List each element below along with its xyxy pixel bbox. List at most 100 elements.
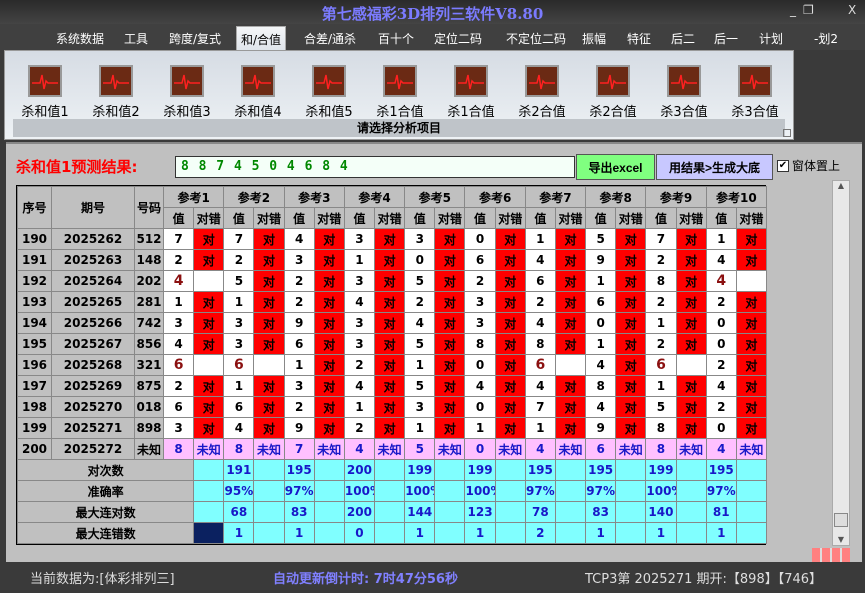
prediction-result-field[interactable]: 8 8 7 4 5 0 4 6 8 4 — [175, 156, 575, 178]
tab-0[interactable]: 系统数据 — [56, 32, 105, 46]
ref-mark: 对 — [735, 417, 767, 439]
ref-value: 1 — [645, 312, 677, 334]
ref-value: 4 — [404, 312, 436, 334]
table-row: 193 2025265 281 1 对 1 对 2 对 4 对 2 对 3 对 2 对 6 对 2 对 2 对 — [17, 291, 767, 313]
ref-value: 3 — [343, 312, 376, 334]
header-ref: 参考10 — [705, 186, 767, 208]
ref-value: 1 — [705, 228, 737, 250]
ref-mark: 对 — [554, 270, 587, 292]
tab-11[interactable]: 后一 — [714, 32, 739, 46]
ref-mark: 对 — [675, 270, 707, 292]
on-top-checkbox[interactable]: ✔ — [777, 159, 789, 172]
header-period: 期号 — [51, 186, 135, 229]
close-button[interactable]: X — [848, 3, 857, 17]
tab-5[interactable]: 百十个 — [378, 32, 415, 46]
stats-value: 199 — [645, 459, 677, 481]
ref-value: 4 — [585, 396, 617, 418]
row-number: 512 — [134, 228, 164, 250]
ref-value: 1 — [343, 249, 376, 271]
restore-button[interactable]: ❐ — [803, 3, 814, 17]
ref-mark: 对 — [313, 354, 345, 376]
ref-value: 5 — [223, 270, 255, 292]
scroll-thumb[interactable] — [834, 513, 848, 527]
minimize-button[interactable]: _ — [790, 3, 796, 17]
ref-mark: 对 — [494, 228, 526, 250]
row-period: 2025269 — [51, 375, 135, 397]
ref-mark: 对 — [313, 228, 345, 250]
stats-blank — [554, 480, 587, 502]
tab-13[interactable]: -划2 — [814, 32, 838, 46]
tab-4[interactable]: 合差/通杀 — [304, 32, 357, 46]
ref-value: 3 — [283, 375, 315, 397]
ribbon-button-5[interactable]: 杀1合值 — [370, 65, 430, 120]
row-period: 2025271 — [51, 417, 135, 439]
stats-blank — [253, 522, 285, 544]
ribbon-button-2[interactable]: 杀和值3 — [157, 65, 217, 120]
ref-mark: 对 — [494, 312, 526, 334]
row-period: 2025270 — [51, 396, 135, 418]
ref-mark: 对 — [434, 312, 466, 334]
ref-value: 5 — [645, 396, 677, 418]
stats-blank — [374, 459, 406, 481]
ref-value: 4 — [705, 375, 737, 397]
ref-mark: 对 — [494, 291, 526, 313]
ref-value: 5 — [404, 333, 436, 355]
ref-mark: 对 — [193, 312, 225, 334]
vertical-scrollbar[interactable]: ▲ ▼ — [832, 180, 850, 546]
tab-2[interactable]: 跨度/复式 — [169, 32, 222, 46]
ref-mark: 对 — [313, 312, 345, 334]
tab-3[interactable]: 和/合值 — [236, 26, 287, 52]
ref-mark: 对 — [554, 375, 587, 397]
header-value: 值 — [464, 207, 496, 229]
ribbon-button-8[interactable]: 杀2合值 — [583, 65, 643, 120]
tab-1[interactable]: 工具 — [124, 32, 149, 46]
on-top-option[interactable]: ✔ 窗体置上 — [777, 157, 840, 174]
header-ref: 参考1 — [162, 186, 225, 208]
scroll-up-icon[interactable]: ▲ — [837, 181, 845, 190]
export-excel-button[interactable]: 导出excel — [576, 154, 655, 180]
tab-7[interactable]: 不定位二码 — [506, 32, 567, 46]
row-seq: 199 — [17, 417, 52, 439]
header-mark: 对错 — [615, 207, 647, 229]
header-ref: 参考5 — [404, 186, 466, 208]
ribbon-button-1[interactable]: 杀和值2 — [86, 65, 146, 120]
stats-value: 97% — [283, 480, 315, 502]
ribbon-button-6[interactable]: 杀1合值 — [441, 65, 501, 120]
ref-mark: 对 — [554, 417, 587, 439]
ref-mark: 对 — [313, 333, 345, 355]
ref-value: 4 — [705, 270, 737, 292]
ribbon-button-10[interactable]: 杀3合值 — [725, 65, 785, 120]
ribbon-expand-icon[interactable] — [783, 129, 791, 137]
ribbon-button-7[interactable]: 杀2合值 — [512, 65, 572, 120]
ref-value: 1 — [404, 354, 436, 376]
scroll-down-icon[interactable]: ▼ — [837, 535, 845, 544]
ref-mark — [675, 354, 707, 376]
ref-value: 3 — [464, 312, 496, 334]
ribbon-button-0[interactable]: 杀和值1 — [15, 65, 75, 120]
stats-blank — [313, 459, 345, 481]
tab-10[interactable]: 后二 — [671, 32, 696, 46]
heartbeat-monitor-icon — [28, 65, 62, 97]
ref-mark — [253, 354, 285, 376]
header-mark: 对错 — [434, 207, 466, 229]
stats-blank — [675, 480, 707, 502]
next-value: 7 — [283, 438, 315, 460]
heartbeat-monitor-icon — [312, 65, 346, 97]
ref-value: 4 — [162, 333, 195, 355]
next-value: 4 — [343, 438, 376, 460]
next-mark: 未知 — [494, 438, 526, 460]
tab-12[interactable]: 计划 — [759, 32, 784, 46]
ref-value: 2 — [464, 270, 496, 292]
ref-mark — [735, 270, 767, 292]
ref-mark: 对 — [675, 396, 707, 418]
ribbon-button-9[interactable]: 杀3合值 — [654, 65, 714, 120]
tab-8[interactable]: 振幅 — [582, 32, 607, 46]
ref-mark: 对 — [193, 228, 225, 250]
ref-mark: 对 — [675, 375, 707, 397]
tab-9[interactable]: 特征 — [627, 32, 652, 46]
ribbon-button-4[interactable]: 杀和值5 — [299, 65, 359, 120]
generate-button[interactable]: 用结果>生成大底 — [656, 154, 773, 180]
tab-6[interactable]: 定位二码 — [434, 32, 483, 46]
ref-mark: 对 — [193, 396, 225, 418]
ribbon-button-3[interactable]: 杀和值4 — [228, 65, 288, 120]
